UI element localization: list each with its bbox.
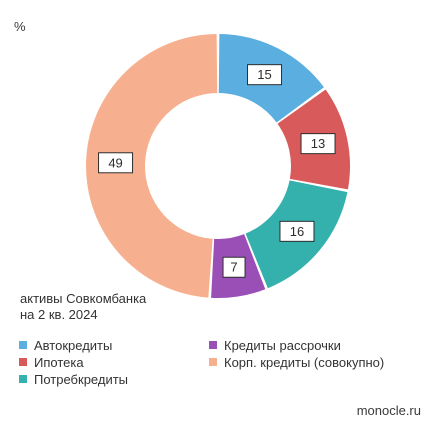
legend-label: Ипотека	[34, 355, 84, 370]
data-label-box	[300, 133, 336, 155]
legend-swatch	[19, 358, 27, 366]
legend-swatch	[209, 358, 217, 366]
legend-item-avtokredity: Автокредиты	[19, 338, 112, 354]
chart-caption: активы Совкомбанка на 2 кв. 2024	[20, 291, 146, 323]
caption-line-2: на 2 кв. 2024	[20, 307, 98, 322]
data-label-box	[222, 256, 246, 278]
legend-label: Кредиты рассрочки	[224, 338, 341, 353]
data-label: 7	[222, 256, 246, 278]
data-label: 49	[98, 152, 134, 174]
legend-item-ipoteka: Ипотека	[19, 355, 84, 371]
data-label-text: 15	[257, 67, 271, 82]
source-label: monocle.ru	[356, 403, 421, 418]
data-label-box	[247, 64, 283, 86]
donut-slice	[86, 34, 218, 298]
legend-item-korp-kredity: Корп. кредиты (совокупно)	[209, 355, 384, 371]
unit-label: %	[14, 19, 26, 34]
data-label-text: 7	[230, 260, 237, 275]
legend-item-potrebkredity: Потребкредиты	[19, 372, 128, 388]
data-label: 13	[300, 133, 336, 155]
data-label-text: 49	[108, 155, 122, 170]
legend-label: Потребкредиты	[34, 372, 129, 387]
chart-legend: Автокредиты Ипотека Потребкредиты Кредит…	[19, 338, 439, 394]
data-label: 15	[247, 64, 283, 86]
legend-swatch	[209, 341, 217, 349]
data-label-box	[279, 220, 315, 242]
data-label-text: 16	[290, 224, 304, 239]
legend-label: Корп. кредиты (совокупно)	[224, 355, 385, 370]
caption-line-1: активы Совкомбанка	[20, 291, 147, 306]
legend-swatch	[19, 341, 27, 349]
legend-item-kredity-rassrochki: Кредиты рассрочки	[209, 338, 341, 354]
data-label-box	[98, 152, 134, 174]
donut-data-labels: 15 13 16 7 49	[98, 64, 336, 278]
legend-swatch	[19, 375, 27, 383]
legend-label: Автокредиты	[34, 338, 113, 353]
data-label-text: 13	[311, 136, 325, 151]
data-label: 16	[279, 220, 315, 242]
